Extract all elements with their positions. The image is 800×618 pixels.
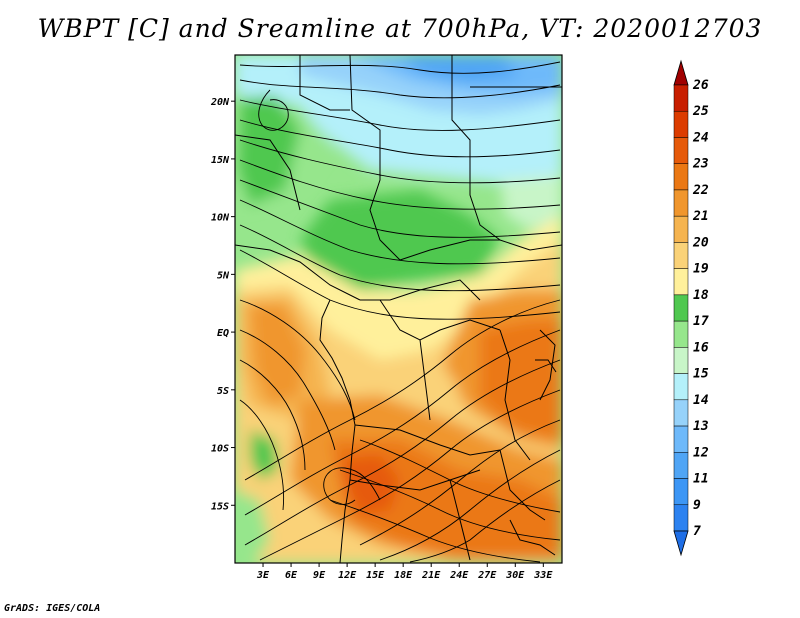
colorbar-label: 14 [693,393,709,408]
colorbar-segment [673,347,689,374]
y-tick-label: EQ [217,328,229,339]
x-tick-label: 6E [285,570,298,581]
colorbar-segment [673,320,689,348]
colorbar-label: 16 [693,340,709,355]
colorbar-label: 24 [692,130,709,145]
colorbar-segment [673,84,689,112]
x-tick-label: 27E [477,570,497,581]
colorbar-label: 9 [693,498,701,513]
chart-title: WBPT [C] and Sreamline at 700hPa, VT: 20… [37,14,763,43]
grads-footer: GrADS: IGES/COLA [4,603,101,614]
colorbar-label: 23 [692,157,709,172]
colorbar-segment [673,137,689,164]
colorbar-segment [673,215,689,243]
map-frame [234,54,563,564]
colorbar-label: 18 [693,288,709,303]
colorbar-label: 11 [693,472,709,487]
y-tick-label: 20N [210,97,230,108]
y-tick-label: 15S [211,501,229,512]
colorbar-label: 13 [693,419,709,434]
colorbar-label: 22 [692,183,709,198]
colorbar-segment [673,425,689,453]
colorbar-segment [673,504,689,532]
y-tick-label: 15N [211,155,230,166]
y-tick-label: 5N [217,270,230,281]
colorbar-triangle-up-icon [673,59,689,86]
colorbar-segment [673,163,689,191]
x-tick-label: 21E [421,570,441,581]
x-tick-label: 30E [505,570,525,581]
colorbar-label: 12 [693,445,709,460]
colorbar-segment [673,189,689,217]
x-tick-label: 3E [256,570,270,581]
x-tick-label: 33E [533,570,553,581]
colorbar-triangle-down-icon [673,530,689,557]
colorbar-segment [673,242,689,269]
colorbar-segment [673,452,689,479]
y-tick-label: 5S [217,386,229,397]
colorbar-label: 17 [693,314,709,329]
colorbar-label: 20 [692,235,709,250]
axes: 3E 6E 9E 12E 15E 18E 21E 24E 27E 30E 33E 20N 15N 10N 5… [210,97,553,581]
colorbar-label: 25 [692,104,709,119]
x-tick-label: 12E [338,570,357,581]
political-borders [235,55,562,563]
x-tick-label: 24E [449,570,469,581]
colorbar-segment [673,373,689,401]
colorbar-label: 19 [693,262,709,277]
colorbar-segment [673,399,689,427]
colorbar-label: 15 [693,367,709,382]
colorbar-label: 21 [692,209,709,224]
y-tick-label: 10N [211,213,230,224]
colorbar-segment [673,478,689,506]
colorbar-segment [673,294,689,322]
colorbar-label: 26 [692,78,709,93]
colorbar-label: 7 [693,524,701,539]
map-area [235,55,562,563]
temperature-field [235,55,562,563]
colorbar-segment [673,110,689,138]
colorbar-segment [673,268,689,296]
y-tick-label: 10S [211,444,229,455]
x-tick-label: 18E [394,570,413,581]
x-tick-label: 9E [313,570,326,581]
colorbar: 26 25 24 23 22 21 20 19 18 17 16 15 14 13 12 11 9 7 [673,59,709,557]
x-tick-label: 15E [366,570,385,581]
